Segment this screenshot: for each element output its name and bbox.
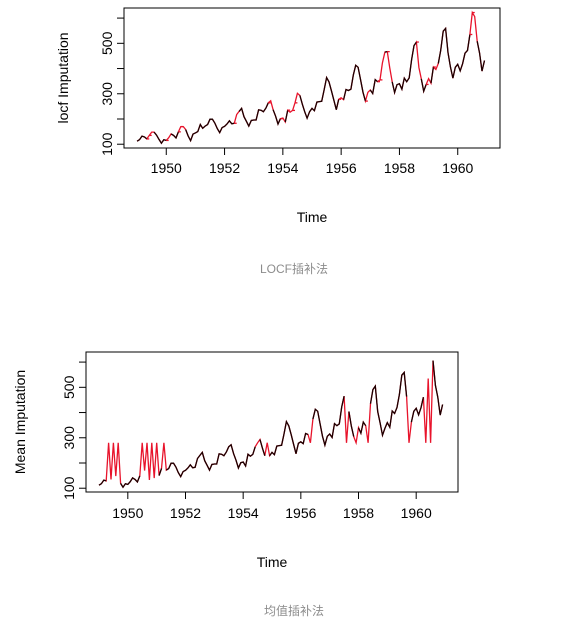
x-tick-label: 1950	[112, 505, 143, 521]
series-line-observed	[432, 360, 444, 416]
series-line-observed	[284, 110, 289, 123]
plot-frame	[123, 7, 501, 149]
y-tick-label: 500	[99, 31, 115, 55]
x-tick-label: 1958	[384, 160, 415, 176]
series-line-observed	[170, 131, 180, 140]
x-tick-label: 1954	[267, 160, 298, 176]
series-line-observed	[391, 41, 417, 96]
x-tick-label: 1958	[343, 505, 374, 521]
series-line-observed	[348, 411, 355, 437]
series-line-observed	[136, 135, 148, 142]
series-line-observed	[384, 50, 388, 53]
y-axis-title: locf Imputation	[55, 32, 71, 123]
x-tick-label: 1956	[285, 505, 316, 521]
series-line-observed	[269, 419, 309, 457]
series-line-observed	[238, 102, 269, 128]
locf-chart: 100 300 500 1950 1952 1954 1956 1958 1960 Time loc…	[55, 7, 501, 225]
chart-panel-locf: 100 300 500 1950 1952 1954 1956 1958 1960 Time loc…	[0, 0, 588, 290]
x-axis-title: Time	[257, 554, 288, 570]
series-line-observed	[272, 109, 281, 126]
series-line-observed	[259, 439, 266, 456]
chart-caption-mean: 均值插补法	[263, 604, 324, 618]
series-line-observed	[185, 118, 235, 143]
y-axis-title: Mean Imputation	[12, 370, 28, 474]
x-tick-label: 1960	[442, 160, 473, 176]
x-tick-label: 1952	[170, 505, 201, 521]
series-line-observed	[420, 78, 427, 94]
x-tick-label: 1950	[151, 160, 182, 176]
chart-caption-locf: LOCF插补法	[259, 262, 328, 276]
series-line-observed	[165, 443, 256, 478]
plot-frame	[85, 351, 459, 493]
series-line-observed	[437, 26, 471, 79]
series-line-observed	[158, 468, 163, 476]
series-line-observed	[312, 395, 345, 448]
series-line-observed	[357, 420, 367, 436]
series-line-observed	[369, 78, 379, 96]
series-line-observed	[342, 64, 367, 102]
x-tick-label: 1954	[228, 505, 259, 521]
series-line-observed	[369, 370, 408, 438]
x-tick-label: 1956	[326, 160, 357, 176]
series-line-observed	[299, 75, 340, 121]
series-line-imputed	[98, 360, 444, 489]
x-axis-title: Time	[297, 209, 328, 225]
series-line-observed	[430, 66, 435, 84]
series-line-observed	[120, 475, 141, 489]
y-tick-label: 300	[61, 426, 77, 450]
x-tick-label: 1960	[401, 505, 432, 521]
series-line-observed	[476, 41, 486, 72]
mean-chart: 100 300 500 1950 1952 1954 1956 1958 1960 Time Mea…	[12, 351, 459, 570]
series-line-observed	[410, 397, 425, 423]
y-tick-label: 500	[61, 375, 77, 399]
y-tick-label: 100	[99, 132, 115, 156]
y-tick-label: 100	[61, 476, 77, 500]
series-line-observed	[153, 131, 167, 145]
y-tick-label: 300	[99, 82, 115, 106]
x-tick-label: 1952	[209, 160, 240, 176]
series-line-observed	[98, 479, 107, 486]
chart-panel-mean: 100 300 500 1950 1952 1954 1956 1958 1960 Time Mea…	[0, 340, 588, 627]
